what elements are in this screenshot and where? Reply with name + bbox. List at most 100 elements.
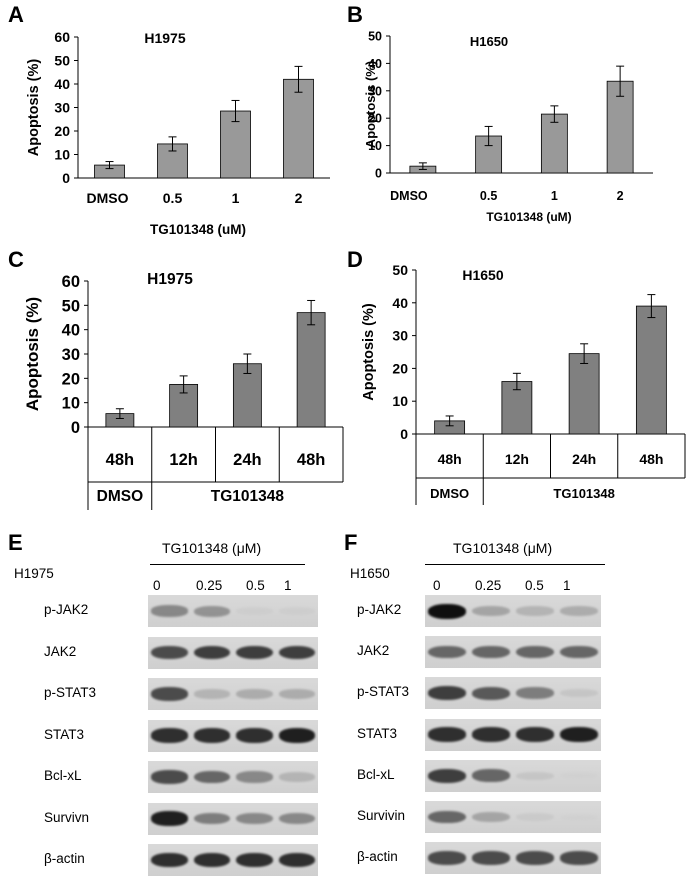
blot-e-row-label: p-STAT3 <box>44 685 97 700</box>
western-blot-e: H1975 TG101348 (μM) 0 0.25 0.5 1 p-JAK2 JAK2 p-S… <box>0 530 345 890</box>
blot-f-row-label: JAK2 <box>357 643 390 659</box>
blot-f-band <box>472 645 510 659</box>
panel-letter-e: E <box>8 530 23 555</box>
blot-f-band <box>560 772 598 780</box>
blot-f-dose-label: 0.25 <box>475 578 502 593</box>
blot-e-treatment-label: TG101348 (μM) <box>162 540 262 556</box>
chart-a-y-tick-label: 40 <box>54 76 70 92</box>
chart-c-time-label: 48h <box>297 451 325 469</box>
blot-f-row-label: Bcl-xL <box>357 766 395 782</box>
blot-e-band <box>193 852 230 868</box>
blot-e-band <box>151 687 188 701</box>
chart-a-y-tick-label: 60 <box>54 29 70 45</box>
blot-e-row-label: β-actin <box>44 851 85 866</box>
chart-d-y-tick-label: 20 <box>392 360 408 376</box>
bar-chart-b: H1650 0 10 20 30 40 50 Apoptosis (%) DMSO 0.5 1 2 TG… <box>363 30 653 224</box>
panel-letter-b: B <box>347 2 363 27</box>
blot-e-strip <box>148 719 318 752</box>
blot-f-band <box>428 727 466 742</box>
chart-b-y-tick-label: 0 <box>375 167 382 181</box>
blot-e-strip <box>148 802 318 835</box>
chart-a-category-label: 2 <box>295 190 303 206</box>
blot-e-band <box>278 812 315 825</box>
blot-f-row-label: p-STAT3 <box>357 684 410 700</box>
blot-f-band <box>428 686 466 701</box>
chart-c-y-tick-label: 30 <box>62 346 80 364</box>
chart-b-category-label: 2 <box>617 189 624 203</box>
blot-e-band <box>278 645 315 660</box>
bar-chart-d: H1650 0 10 20 30 40 50 Apoptosis (%) 48h 12h 24h 48… <box>361 262 686 505</box>
blot-f-strip <box>425 842 601 875</box>
blot-f-row-label: p-JAK2 <box>357 602 402 617</box>
chart-d-time-label: 48h <box>438 451 462 467</box>
blot-f-band <box>516 727 554 742</box>
blot-f-row-label: STAT3 <box>357 725 398 741</box>
blot-e-dose-label: 1 <box>284 578 292 593</box>
blot-f-band <box>560 645 598 659</box>
blot-f-treatment-label: TG101348 (μM) <box>453 540 553 556</box>
blot-f-band <box>516 813 554 821</box>
blot-e-band <box>193 605 230 617</box>
chart-a-y-tick-label: 10 <box>54 147 70 163</box>
blot-f-band <box>560 606 598 616</box>
chart-a-category-label: 1 <box>232 190 240 206</box>
blot-f-band <box>516 851 554 865</box>
blot-e-row-label: Bcl-xL <box>44 768 82 783</box>
chart-b-category-label: 0.5 <box>480 189 497 203</box>
chart-a-category-label: DMSO <box>87 190 129 206</box>
blot-e-band <box>278 852 315 868</box>
chart-d-group-label: TG101348 <box>553 486 614 501</box>
chart-d-bar <box>568 353 600 435</box>
blot-e-band <box>236 607 273 615</box>
chart-a-bar <box>220 110 251 179</box>
blot-f-band <box>516 645 554 659</box>
chart-d-y-tick-label: 50 <box>392 262 408 278</box>
chart-b-x-label: TG101348 (uM) <box>486 210 571 224</box>
blot-e-band <box>151 770 188 784</box>
blot-f-band <box>516 771 554 780</box>
chart-a-y-tick-label: 0 <box>62 170 70 186</box>
blot-e-dose-label: 0.5 <box>246 578 265 593</box>
chart-c-y-label: Apoptosis (%) <box>23 297 42 411</box>
blot-f-band <box>560 813 598 821</box>
chart-c-y-tick-label: 50 <box>62 297 80 315</box>
western-blot-f: H1650 TG101348 (μM) 0 0.25 0.5 1 p-JAK2 JAK2 p-S… <box>345 530 700 890</box>
chart-b-title: H1650 <box>470 34 508 49</box>
blot-f-header-line <box>425 564 605 565</box>
blot-e-band <box>151 811 188 826</box>
chart-b-y-tick-label: 50 <box>368 30 382 44</box>
blot-e-header-line <box>150 564 305 565</box>
chart-c-time-label: 12h <box>169 451 197 469</box>
blot-f-band <box>428 603 466 619</box>
blot-e-band <box>151 645 188 660</box>
blot-f-band <box>472 851 510 865</box>
blot-e-band <box>193 770 230 784</box>
chart-b-y-label: Apoptosis (%) <box>363 61 378 148</box>
blot-f-band <box>560 689 598 698</box>
blot-f-row-label: β-actin <box>357 849 398 865</box>
chart-c-bar <box>296 312 326 428</box>
blot-e-band <box>236 771 273 783</box>
chart-d-title: H1650 <box>462 267 503 283</box>
blot-e-band <box>236 645 273 660</box>
chart-c-group-label: DMSO <box>97 488 144 505</box>
blot-f-strip <box>425 718 601 751</box>
chart-c-title: H1975 <box>147 271 193 288</box>
blot-e-strip <box>148 595 318 627</box>
blot-f-strip <box>425 801 601 833</box>
blot-e-dose-label: 0.25 <box>196 578 223 593</box>
blot-e-band <box>193 728 230 743</box>
chart-a-y-label: Apoptosis (%) <box>26 59 42 157</box>
blot-f-dose-label: 0 <box>433 578 441 593</box>
chart-c-bar <box>232 363 262 428</box>
blot-f-strip <box>425 595 601 627</box>
blot-f-cell-line: H1650 <box>350 566 390 581</box>
blot-e-band <box>193 689 230 699</box>
chart-c-y-tick-label: 60 <box>62 273 80 291</box>
chart-d-y-tick-label: 0 <box>400 426 408 442</box>
blot-e-dose-label: 0 <box>153 578 161 593</box>
blot-f-band <box>472 811 510 823</box>
blot-f-band <box>428 768 466 783</box>
blot-e-band <box>236 728 273 743</box>
chart-d-time-label: 48h <box>639 451 663 467</box>
